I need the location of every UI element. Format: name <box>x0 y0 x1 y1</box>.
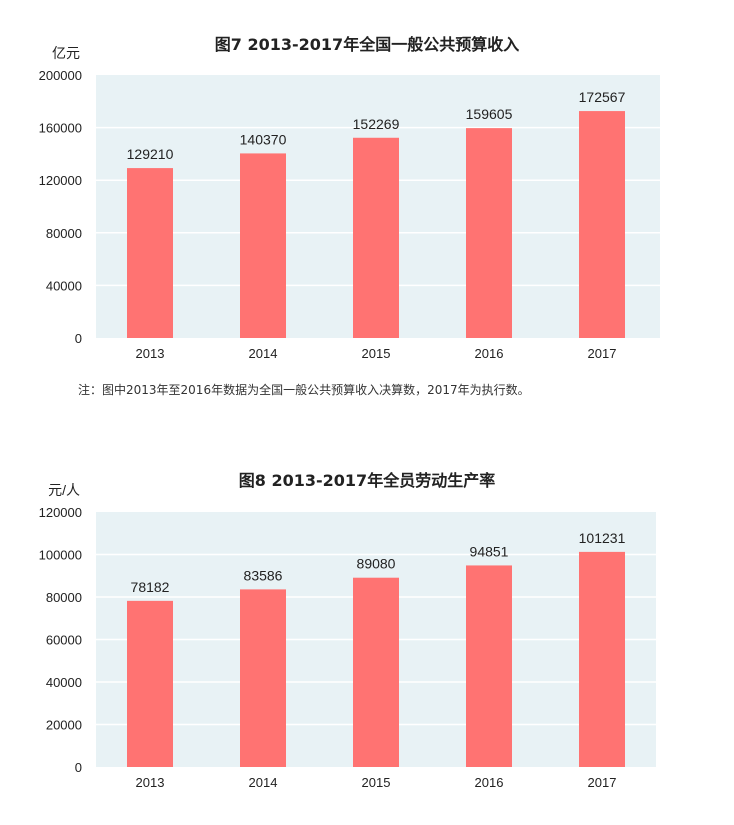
data-label: 129210 <box>127 146 174 162</box>
x-tick-label: 2016 <box>475 775 504 790</box>
data-label: 83586 <box>244 567 283 583</box>
y-axis-unit: 亿元 <box>52 45 80 61</box>
y-tick-label: 60000 <box>46 633 82 648</box>
bar <box>127 600 173 767</box>
data-label: 78182 <box>131 579 170 595</box>
y-tick-label: 80000 <box>46 590 82 605</box>
bar <box>579 111 625 338</box>
y-tick-label: 160000 <box>39 121 82 136</box>
y-tick-label: 120000 <box>39 505 82 520</box>
bar <box>466 128 512 338</box>
y-tick-label: 20000 <box>46 718 82 733</box>
x-tick-label: 2017 <box>588 775 617 790</box>
bar <box>127 168 173 338</box>
y-axis-unit: 元/人 <box>48 482 80 498</box>
x-tick-label: 2014 <box>249 346 278 361</box>
chart1-title: 图7 2013-2017年全国一般公共预算收入 <box>214 35 520 54</box>
data-label: 152269 <box>353 116 400 132</box>
y-tick-label: 0 <box>75 760 82 775</box>
y-tick-label: 80000 <box>46 226 82 241</box>
y-tick-label: 120000 <box>39 173 82 188</box>
x-tick-label: 2014 <box>249 775 278 790</box>
data-label: 101231 <box>579 530 626 546</box>
chart2-title: 图8 2013-2017年全员劳动生产率 <box>238 471 496 490</box>
bar <box>240 589 286 767</box>
data-label: 89080 <box>357 556 396 572</box>
x-tick-label: 2015 <box>362 346 391 361</box>
data-label: 94851 <box>470 543 509 559</box>
x-tick-label: 2013 <box>136 346 165 361</box>
chart1: 0 40000 80000 120000 160000 200000 亿元 129210 201… <box>39 45 660 361</box>
x-tick-label: 2015 <box>362 775 391 790</box>
x-tick-label: 2016 <box>475 346 504 361</box>
y-tick-label: 200000 <box>39 68 82 83</box>
y-tick-label: 100000 <box>39 548 82 563</box>
y-tick-label: 0 <box>75 331 82 346</box>
x-tick-label: 2013 <box>136 775 165 790</box>
data-label: 172567 <box>579 89 626 105</box>
bar <box>353 137 399 338</box>
bar <box>466 565 512 767</box>
y-tick-label: 40000 <box>46 278 82 293</box>
x-tick-label: 2017 <box>588 346 617 361</box>
bar <box>579 551 625 767</box>
bar <box>353 577 399 767</box>
data-label: 140370 <box>240 131 287 147</box>
chart1-note: 注：图中2013年至2016年数据为全国一般公共预算收入决算数，2017年为执行… <box>78 383 530 397</box>
y-tick-label: 40000 <box>46 675 82 690</box>
data-label: 159605 <box>466 106 513 122</box>
bar <box>240 153 286 338</box>
